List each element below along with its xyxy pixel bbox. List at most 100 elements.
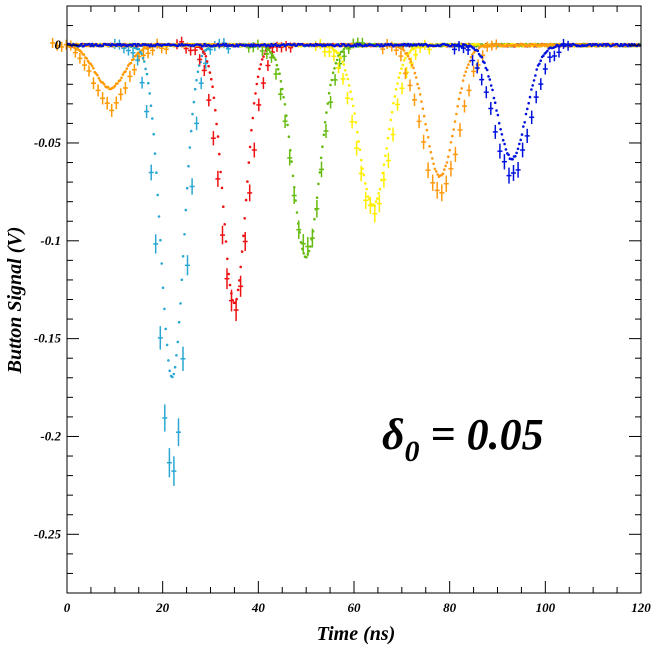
sim-point — [534, 74, 537, 77]
sim-point — [195, 78, 198, 82]
sim-point — [426, 136, 430, 139]
sim-point — [467, 63, 470, 66]
sim-point — [287, 135, 291, 138]
sim-point — [416, 82, 419, 86]
annotation-symbol: δ — [382, 410, 405, 459]
sim-point — [489, 84, 493, 87]
y-tick-label: -0.25 — [34, 526, 62, 541]
sim-point — [251, 116, 255, 120]
sim-point — [180, 278, 184, 282]
sim-point — [181, 254, 185, 258]
sim-point — [201, 44, 205, 48]
sim-point — [236, 288, 240, 292]
sim-point — [524, 112, 528, 116]
series-7 — [66, 38, 642, 184]
sim-point — [358, 148, 362, 151]
y-axis-title: Button Signal (V) — [4, 227, 26, 375]
sim-point — [80, 50, 83, 54]
sim-point — [141, 56, 145, 60]
y-tick-label: -0.05 — [34, 135, 62, 150]
sim-point — [152, 132, 155, 136]
sim-point — [187, 164, 190, 168]
sim-point — [447, 155, 450, 158]
sim-point — [239, 265, 242, 269]
sim-point — [402, 59, 406, 62]
sim-point — [204, 55, 208, 58]
sim-point — [157, 215, 161, 218]
sim-point — [618, 44, 622, 48]
sim-point — [282, 96, 285, 99]
sim-point — [200, 54, 204, 58]
sim-point — [250, 128, 253, 132]
sim-point — [342, 63, 346, 66]
sim-point — [151, 117, 154, 120]
sim-point — [412, 66, 415, 70]
sim-point — [518, 142, 521, 146]
sim-point — [323, 121, 327, 124]
sim-point — [283, 103, 287, 106]
sim-point — [500, 133, 504, 136]
sim-point — [327, 91, 331, 95]
series-3 — [66, 36, 642, 322]
sim-point — [362, 173, 366, 177]
sim-point — [523, 121, 526, 124]
sim-point — [116, 82, 119, 85]
sim-point — [377, 192, 381, 195]
sim-point — [219, 170, 222, 174]
sim-point — [339, 56, 343, 60]
sim-point — [389, 118, 393, 122]
sim-point — [101, 44, 105, 48]
sim-point — [491, 88, 494, 92]
sim-point — [390, 110, 394, 114]
sim-point — [197, 64, 201, 67]
sim-point — [240, 250, 244, 253]
sim-point — [422, 114, 426, 118]
sim-point — [435, 170, 438, 173]
sim-point — [444, 164, 447, 168]
sim-point — [394, 88, 398, 91]
sim-point — [254, 92, 257, 95]
x-tick-label: 0 — [64, 600, 71, 615]
sim-point — [203, 42, 206, 46]
sim-point — [82, 53, 86, 56]
sim-point — [188, 146, 192, 149]
chart-marks — [50, 36, 642, 486]
sim-point — [351, 104, 355, 108]
sim-point — [160, 262, 163, 265]
sim-point — [222, 205, 225, 208]
sim-point — [433, 167, 437, 171]
sim-point — [425, 128, 429, 132]
sim-point — [382, 163, 386, 166]
sim-point — [384, 154, 387, 158]
sim-point — [511, 157, 514, 161]
sim-point — [179, 302, 182, 305]
sim-point — [207, 64, 210, 68]
sim-point — [400, 67, 403, 70]
sim-point — [191, 112, 194, 116]
sim-point — [318, 171, 322, 174]
sim-point — [507, 153, 510, 157]
sim-point — [85, 57, 88, 60]
sim-point — [360, 158, 363, 162]
sim-point — [409, 60, 413, 63]
sim-point — [408, 57, 411, 61]
y-tick-label: -0.1 — [40, 233, 61, 248]
sim-point — [357, 140, 360, 143]
sim-point — [461, 79, 465, 82]
sim-point — [388, 127, 391, 131]
sim-point — [414, 76, 418, 79]
sim-point — [503, 142, 506, 146]
sim-point — [148, 92, 151, 95]
sim-point — [408, 51, 411, 54]
sim-point — [364, 182, 367, 185]
sim-point — [516, 147, 520, 151]
sim-point — [244, 198, 248, 202]
annotation-value: = 0.05 — [420, 410, 544, 459]
x-tick-label: 40 — [251, 600, 266, 615]
delta-annotation: δ0 = 0.05 — [382, 410, 544, 468]
sim-point — [397, 76, 401, 79]
sim-point — [172, 372, 176, 376]
sim-point — [392, 101, 395, 105]
sim-point — [386, 136, 390, 140]
sim-point — [168, 369, 171, 373]
